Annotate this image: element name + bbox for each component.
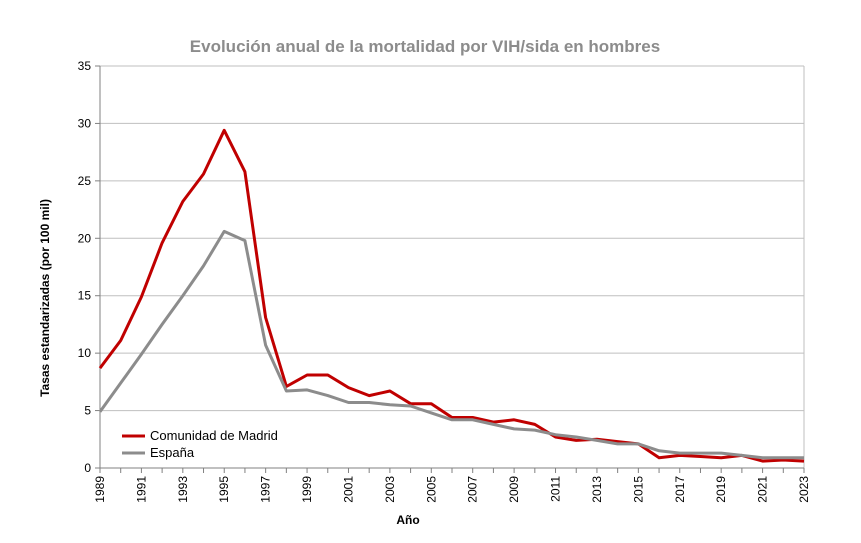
y-tick-label: 35 [78, 59, 92, 73]
x-tick-label: 2007 [466, 476, 480, 503]
x-tick-label: 2013 [590, 476, 604, 503]
x-tick-label: 2015 [631, 476, 645, 503]
y-tick-label: 0 [84, 461, 91, 475]
y-tick-label: 30 [78, 116, 92, 130]
axes [95, 65, 805, 473]
x-tick-label: 2011 [549, 476, 563, 502]
y-tick-label: 25 [78, 174, 92, 188]
x-tick-label: 1989 [93, 476, 107, 503]
legend: Comunidad de Madrid España [122, 428, 278, 460]
x-tick-label: 1999 [300, 476, 314, 503]
x-tick-label: 2003 [383, 476, 397, 503]
x-tick-label: 2009 [507, 476, 521, 503]
y-tick-label: 15 [78, 289, 92, 303]
grid [100, 65, 805, 468]
x-tick-label: 2021 [756, 476, 770, 503]
y-tick-label: 5 [84, 404, 91, 418]
x-tick-label: 2017 [673, 476, 687, 503]
y-tick-label: 20 [78, 231, 92, 245]
x-tick-label: 1997 [259, 476, 273, 503]
x-tick-label: 2019 [714, 476, 728, 503]
chart-title: Evolución anual de la mortalidad por VIH… [190, 37, 660, 56]
x-tick-label: 2023 [797, 476, 811, 503]
legend-label-espana: España [150, 445, 195, 460]
x-tick-label: 2005 [424, 476, 438, 503]
y-tick-label: 10 [78, 346, 92, 360]
y-axis-title: Tasas estandarizadas (por 100 mil) [38, 199, 52, 397]
series-lines [98, 128, 805, 463]
x-tick-label: 2001 [341, 476, 355, 503]
series-line-1 [98, 229, 804, 460]
x-tick-label: 1995 [217, 476, 231, 503]
x-tick-label: 1993 [176, 476, 190, 503]
x-tick-label: 1991 [134, 476, 148, 503]
series-line-0 [98, 128, 805, 463]
tick-labels: 0 5 10 15 20 25 30 35 1989 1991 1993 1995 1997 1999 20… [78, 59, 811, 503]
x-axis-title: Año [396, 513, 419, 527]
legend-label-madrid: Comunidad de Madrid [150, 428, 278, 443]
